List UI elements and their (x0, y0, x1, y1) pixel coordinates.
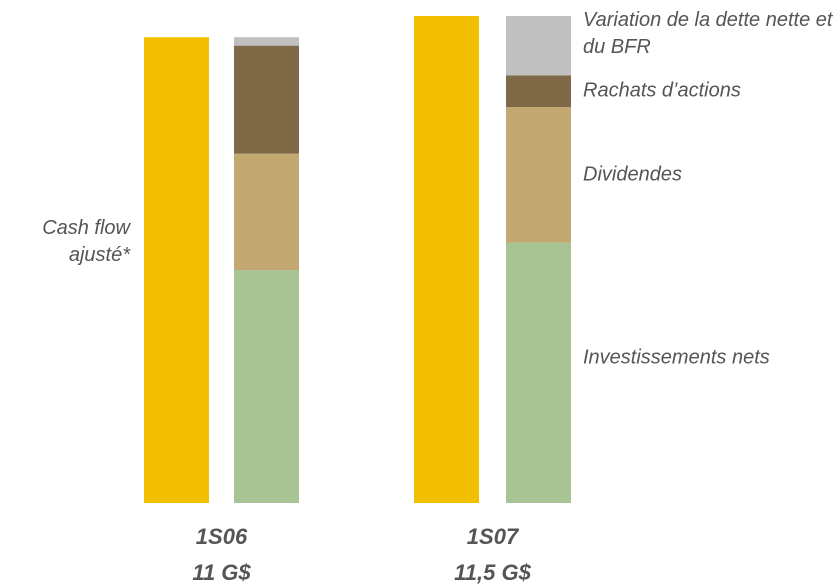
legend-label: Variation de la dette nette et du BFR (583, 8, 833, 58)
stack-segment (506, 16, 571, 76)
stack-segment (234, 153, 299, 271)
legend-label: Rachats d’actions (583, 79, 741, 102)
category-label: 1S07 (466, 524, 519, 549)
stack-segment (234, 37, 299, 46)
stack-segment (506, 107, 571, 243)
sources-label: Cash flow ajusté* (42, 217, 130, 266)
category-label: 1S06 (195, 524, 248, 549)
stack-segment (506, 75, 571, 108)
stack-segment (234, 45, 299, 154)
source-bar (414, 16, 479, 503)
legend-label: Dividendes (583, 163, 682, 186)
legend-label: Investissements nets (583, 346, 770, 369)
total-label: 11,5 G$ (454, 560, 531, 585)
stack-segment (234, 270, 299, 503)
source-bar (144, 37, 209, 503)
total-label: 11 G$ (192, 560, 251, 585)
stack-segment (506, 242, 571, 504)
